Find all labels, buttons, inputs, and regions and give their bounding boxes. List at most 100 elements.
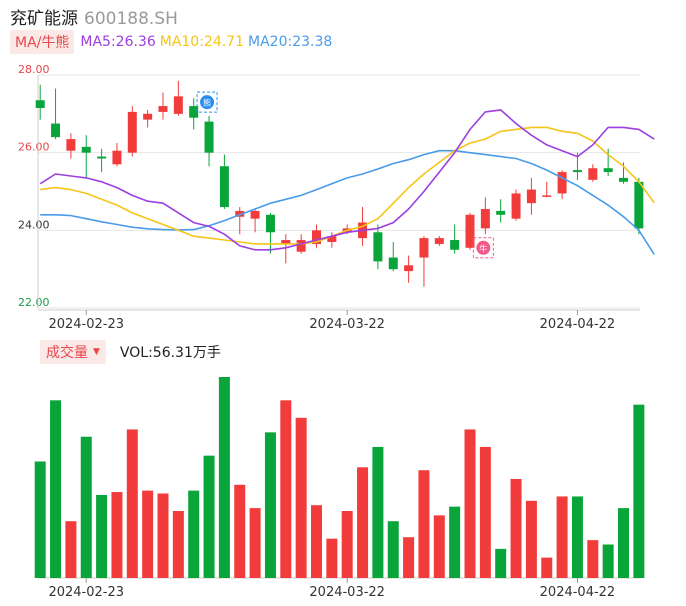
bear-marker-icon[interactable] xyxy=(200,95,215,110)
candle-body[interactable] xyxy=(373,232,383,262)
volume-bar[interactable] xyxy=(464,429,476,578)
bull-marker-icon[interactable] xyxy=(476,240,491,255)
ma5-line xyxy=(39,109,655,251)
candle-body[interactable] xyxy=(51,123,61,138)
candle-body[interactable] xyxy=(81,146,91,153)
candle-body[interactable] xyxy=(143,113,153,120)
candle-body[interactable] xyxy=(465,214,475,248)
candle-body[interactable] xyxy=(511,193,521,219)
candle-body[interactable] xyxy=(557,172,567,194)
stock-name: 兖矿能源 xyxy=(10,9,78,29)
price-tick-label: 26.00 xyxy=(18,141,50,154)
volume-bar[interactable] xyxy=(249,508,261,578)
candle-body[interactable] xyxy=(97,156,107,159)
volume-bar[interactable] xyxy=(556,496,568,578)
price-x-tick-label: 2024-03-22 xyxy=(309,317,385,332)
volume-bar[interactable] xyxy=(157,493,169,578)
candle-body[interactable] xyxy=(296,240,306,252)
price-tick-label: 28.00 xyxy=(18,63,50,76)
volume-bar[interactable] xyxy=(541,557,553,578)
candle-body[interactable] xyxy=(219,166,229,208)
candle-body[interactable] xyxy=(158,106,168,112)
volume-x-tick-label: 2024-04-22 xyxy=(540,585,616,600)
bull-marker-label: 牛 xyxy=(479,243,487,253)
volume-bar[interactable] xyxy=(126,429,138,578)
candle-body[interactable] xyxy=(634,181,644,229)
volume-selector-button[interactable]: 成交量 ▼ xyxy=(40,340,106,364)
volume-bar[interactable] xyxy=(403,537,415,578)
ma10-line xyxy=(40,126,655,245)
price-tick-label: 22.00 xyxy=(18,296,50,309)
volume-bar[interactable] xyxy=(34,461,46,578)
volume-bar[interactable] xyxy=(111,492,123,578)
volume-bar[interactable] xyxy=(218,377,230,578)
candle-body[interactable] xyxy=(35,100,45,109)
volume-bar[interactable] xyxy=(203,455,215,578)
volume-bar[interactable] xyxy=(357,467,369,578)
volume-bar[interactable] xyxy=(280,400,292,578)
volume-x-tick-label: 2024-02-23 xyxy=(48,585,124,600)
title-row: 兖矿能源 600188.SH xyxy=(10,4,178,29)
volume-bar[interactable] xyxy=(326,538,338,578)
volume-bar[interactable] xyxy=(633,404,645,578)
candle-body[interactable] xyxy=(66,139,76,151)
candle-body[interactable] xyxy=(265,214,275,233)
ma-selector-button[interactable]: MA/牛熊 xyxy=(10,30,75,54)
volume-bar[interactable] xyxy=(295,417,307,578)
candle-body[interactable] xyxy=(204,121,214,153)
volume-bar[interactable] xyxy=(510,478,522,578)
candle-body[interactable] xyxy=(419,238,429,258)
candle-body[interactable] xyxy=(619,177,628,182)
volume-bar[interactable] xyxy=(142,490,154,578)
candle-body[interactable] xyxy=(173,96,183,114)
candle-body[interactable] xyxy=(434,238,444,244)
volume-bar[interactable] xyxy=(50,400,62,578)
candle-body[interactable] xyxy=(250,210,260,219)
candle-body[interactable] xyxy=(603,168,613,173)
volume-bar[interactable] xyxy=(449,506,461,578)
candle-body[interactable] xyxy=(496,210,506,215)
ma-legend: MA/牛熊 MA5:26.36 MA10:24.71 MA20:23.38 xyxy=(10,30,336,54)
candle-body[interactable] xyxy=(235,210,245,217)
candle-body[interactable] xyxy=(127,111,137,153)
volume-bar[interactable] xyxy=(495,548,507,578)
volume-bar[interactable] xyxy=(571,496,583,578)
volume-bar[interactable] xyxy=(188,490,200,578)
candle-body[interactable] xyxy=(189,106,199,118)
volume-bar[interactable] xyxy=(311,505,322,578)
candle-body[interactable] xyxy=(588,168,598,180)
ma10-label: MA10:24.71 xyxy=(159,34,245,50)
volume-bar[interactable] xyxy=(372,446,384,578)
candle-body[interactable] xyxy=(327,236,337,242)
candle-body[interactable] xyxy=(542,195,552,197)
candle-body[interactable] xyxy=(526,189,536,204)
candle-body[interactable] xyxy=(112,150,122,165)
volume-bar[interactable] xyxy=(264,432,276,578)
volume-bar[interactable] xyxy=(234,484,246,578)
candle-body[interactable] xyxy=(388,257,398,270)
volume-bar[interactable] xyxy=(80,436,92,578)
volume-bar[interactable] xyxy=(341,511,353,578)
ma5-label: MA5:26.36 xyxy=(80,34,156,50)
volume-bar[interactable] xyxy=(525,500,537,578)
candle-body[interactable] xyxy=(450,240,460,250)
volume-bar[interactable] xyxy=(433,515,445,578)
candle-body[interactable] xyxy=(281,240,291,244)
volume-bar[interactable] xyxy=(602,544,614,579)
volume-bar[interactable] xyxy=(65,521,77,578)
volume-bar[interactable] xyxy=(587,540,599,578)
candle-body[interactable] xyxy=(572,170,582,173)
candle-body[interactable] xyxy=(404,265,414,272)
volume-bar[interactable] xyxy=(172,511,184,578)
volume-bar[interactable] xyxy=(96,494,108,578)
candle-body[interactable] xyxy=(312,230,321,244)
volume-bar[interactable] xyxy=(387,521,399,578)
volume-bar[interactable] xyxy=(618,508,629,578)
price-x-tick-label: 2024-04-22 xyxy=(540,317,616,332)
stock-code: 600188.SH xyxy=(84,9,178,29)
volume-bar[interactable] xyxy=(418,470,430,578)
candle-body[interactable] xyxy=(480,208,490,229)
ma20-label: MA20:23.38 xyxy=(248,34,333,50)
volume-bar[interactable] xyxy=(479,446,491,578)
